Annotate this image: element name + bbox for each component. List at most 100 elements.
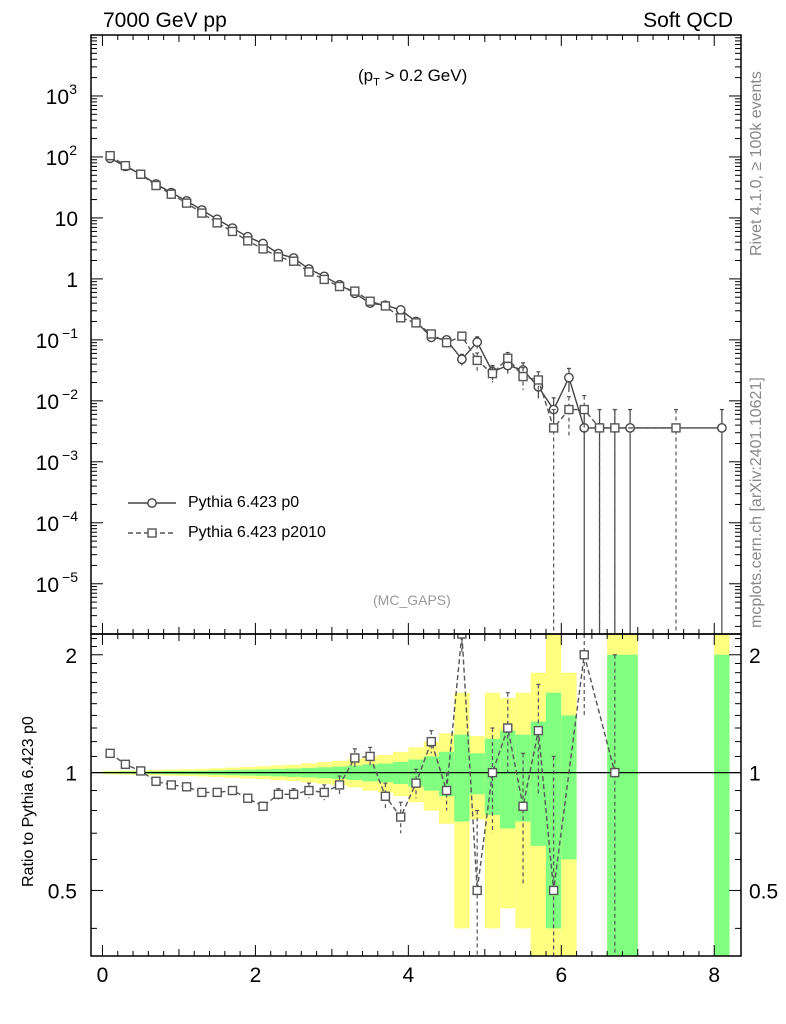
- data-point: [166, 780, 176, 790]
- main-frame: [90, 34, 742, 635]
- data-point: [212, 218, 222, 228]
- data-point: [411, 318, 421, 328]
- data-point: [334, 281, 345, 292]
- cut-suffix: > 0.2 GeV): [379, 66, 468, 85]
- ratio-y-tick-label-left: 1: [65, 763, 77, 786]
- band-green: [423, 756, 439, 791]
- data-point: [365, 296, 375, 306]
- data-point: [518, 801, 528, 812]
- data-point: [258, 801, 268, 812]
- data-point: [610, 767, 620, 778]
- ratio-y-tick-label-right: 2: [749, 645, 761, 668]
- band-green: [561, 715, 577, 860]
- y-tick-exponent: −5: [62, 569, 78, 585]
- band-green: [607, 654, 638, 956]
- data-point: [258, 244, 268, 254]
- y-tick-label: 10: [36, 330, 59, 353]
- data-point: [380, 301, 391, 311]
- data-point: [594, 423, 605, 433]
- data-point: [487, 767, 498, 778]
- data-point: [350, 286, 360, 296]
- data-point: [518, 371, 528, 382]
- analysis-label: (MC_GAPS): [373, 592, 451, 608]
- y-tick-label: 1: [66, 269, 78, 292]
- data-point: [380, 791, 391, 801]
- data-point: [288, 256, 299, 266]
- y-tick-exponent: −2: [62, 386, 78, 402]
- y-tick-label: 10: [55, 208, 78, 231]
- data-point: [548, 885, 559, 896]
- data-point: [243, 793, 253, 803]
- series-line: [109, 157, 722, 429]
- data-point: [396, 313, 406, 323]
- pt-cut-label: (pT > 0.2 GeV): [358, 66, 467, 88]
- data-point: [472, 355, 482, 366]
- data-point: [334, 780, 345, 790]
- ratio-y-axis-title: Ratio to Pythia 6.423 p0: [20, 716, 37, 887]
- ratio-y-tick-label-right: 0.5: [749, 880, 778, 903]
- data-point: [197, 208, 207, 218]
- data-point: [212, 787, 222, 798]
- data-point: [426, 329, 436, 339]
- ratio-y-tick-label-left: 2: [65, 645, 77, 668]
- data-point: [365, 751, 375, 762]
- y-tick-exponent: 2: [69, 142, 77, 158]
- series-line: [109, 634, 616, 891]
- data-point: [273, 252, 284, 262]
- data-point: [120, 160, 131, 171]
- data-point: [319, 274, 329, 285]
- y-tick-label: 10: [36, 391, 59, 414]
- data-point: [457, 634, 467, 639]
- process-title: Soft QCD: [643, 9, 733, 32]
- band-green: [500, 730, 516, 829]
- x-tick-label: 2: [250, 964, 262, 987]
- data-point: [411, 778, 421, 788]
- data-point: [441, 785, 452, 796]
- series-line: [109, 155, 676, 430]
- data-point: [166, 189, 176, 199]
- data-point: [472, 337, 483, 347]
- data-point: [120, 759, 131, 770]
- data-point: [533, 375, 544, 385]
- data-point: [487, 368, 498, 379]
- data-point: [227, 226, 238, 237]
- data-point: [304, 267, 314, 277]
- mcplots-label: mcplots.cern.ch [arXiv:2401.10621]: [748, 377, 765, 628]
- y-tick-label: 10: [46, 147, 69, 170]
- data-point: [456, 354, 467, 365]
- data-point: [197, 787, 207, 798]
- data-point: [395, 305, 406, 315]
- data-point: [533, 725, 544, 736]
- cut-prefix: (p: [358, 66, 374, 85]
- energy-title: 7000 GeV pp: [103, 9, 227, 32]
- data-point: [396, 812, 406, 822]
- data-point: [671, 423, 681, 433]
- band-green: [546, 692, 562, 929]
- y-tick-label: 10: [46, 86, 69, 109]
- ratio-y-tick-label-right: 1: [749, 763, 761, 786]
- data-point: [579, 650, 589, 660]
- data-point: [105, 150, 115, 161]
- data-point: [426, 736, 436, 747]
- x-tick-label: 8: [708, 964, 720, 987]
- data-point: [579, 404, 589, 415]
- data-point: [304, 785, 314, 796]
- band-green: [469, 753, 485, 795]
- y-tick-label: 10: [36, 452, 59, 475]
- data-point: [472, 885, 482, 896]
- y-tick-exponent: 3: [69, 81, 77, 97]
- y-tick-exponent: −3: [62, 447, 78, 463]
- rivet-version-label: Rivet 4.1.0, ≥ 100k events: [748, 71, 765, 256]
- legend-marker-p2010: [147, 528, 157, 538]
- cut-sub: T: [373, 76, 380, 89]
- data-point: [105, 748, 115, 759]
- data-point: [136, 169, 146, 179]
- legend-markers: [128, 498, 176, 538]
- ratio-y-tick-label-left: 0.5: [48, 880, 77, 903]
- ratio-plot-series: [91, 634, 741, 956]
- ratio-uncertainty-bands: [102, 634, 730, 956]
- data-point: [319, 787, 329, 798]
- data-point: [350, 753, 360, 763]
- data-point: [548, 423, 559, 433]
